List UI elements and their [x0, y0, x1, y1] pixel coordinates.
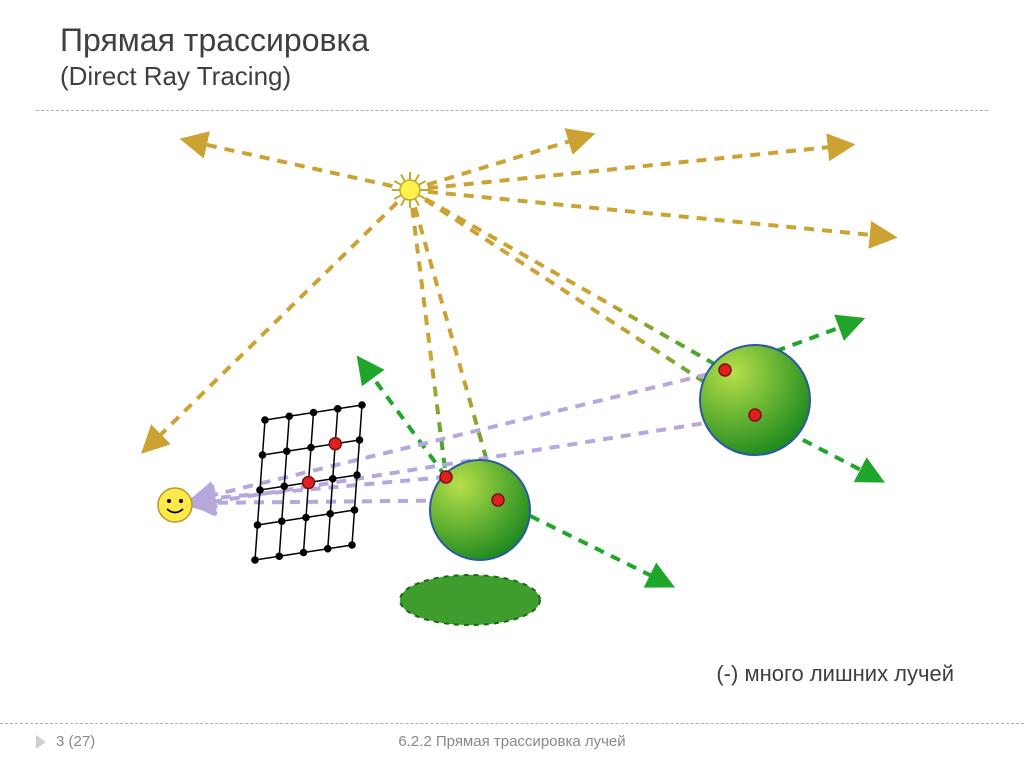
footer-chev-icon [36, 735, 46, 749]
page-number: 3 (27) [56, 733, 95, 750]
ray-tracing-diagram [0, 0, 1024, 767]
footer: 3 (27) 6.2.2 Прямая трассировка лучей [0, 723, 1024, 759]
title-divider [36, 110, 988, 111]
slide-title: Прямая трассировка [60, 22, 964, 59]
footer-caption: 6.2.2 Прямая трассировка лучей [398, 733, 625, 750]
note-text: (-) много лишних лучей [716, 661, 954, 687]
slide-subtitle: (Direct Ray Tracing) [60, 61, 964, 92]
